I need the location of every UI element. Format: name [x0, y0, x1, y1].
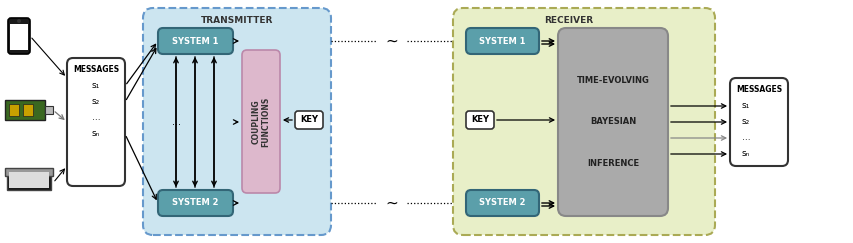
Text: ...: ... — [741, 133, 750, 142]
FancyBboxPatch shape — [142, 8, 331, 235]
Text: ...: ... — [172, 117, 182, 127]
Text: TRANSMITTER: TRANSMITTER — [200, 16, 273, 25]
Bar — [10, 24, 28, 50]
Text: KEY: KEY — [471, 115, 489, 124]
Bar — [23, 104, 33, 116]
Text: MESSAGES: MESSAGES — [735, 86, 781, 95]
Text: KEY: KEY — [299, 115, 317, 124]
Text: ...: ... — [91, 113, 100, 122]
Text: sₙ: sₙ — [92, 130, 100, 139]
FancyBboxPatch shape — [729, 78, 787, 166]
Text: SYSTEM 1: SYSTEM 1 — [172, 36, 218, 45]
FancyBboxPatch shape — [557, 28, 667, 216]
FancyBboxPatch shape — [158, 190, 233, 216]
FancyBboxPatch shape — [8, 18, 30, 54]
Text: MESSAGES: MESSAGES — [73, 66, 119, 75]
Text: s₁: s₁ — [92, 81, 100, 90]
Text: COUPLING
FUNCTIONS: COUPLING FUNCTIONS — [251, 96, 270, 147]
Bar — [9, 104, 19, 116]
Text: SYSTEM 2: SYSTEM 2 — [479, 199, 525, 208]
FancyBboxPatch shape — [466, 28, 538, 54]
Bar — [5, 100, 45, 120]
FancyBboxPatch shape — [466, 190, 538, 216]
Text: s₂: s₂ — [92, 97, 100, 106]
Text: BAYESIAN: BAYESIAN — [589, 118, 635, 127]
FancyBboxPatch shape — [158, 28, 233, 54]
FancyBboxPatch shape — [452, 8, 714, 235]
Bar — [9, 172, 49, 188]
Text: sₙ: sₙ — [741, 149, 750, 158]
Text: RECEIVER: RECEIVER — [544, 16, 593, 25]
Text: ~: ~ — [386, 34, 397, 49]
FancyBboxPatch shape — [294, 111, 322, 129]
Text: ~: ~ — [386, 196, 397, 210]
Text: s₁: s₁ — [741, 102, 750, 111]
FancyBboxPatch shape — [466, 111, 493, 129]
FancyBboxPatch shape — [67, 58, 125, 186]
Circle shape — [17, 19, 21, 23]
FancyBboxPatch shape — [241, 50, 280, 193]
Text: SYSTEM 1: SYSTEM 1 — [479, 36, 525, 45]
Bar — [7, 170, 51, 190]
Bar — [5, 168, 53, 176]
Text: s₂: s₂ — [741, 118, 750, 127]
Bar — [45, 106, 53, 114]
Text: INFERENCE: INFERENCE — [586, 159, 638, 168]
Text: SYSTEM 2: SYSTEM 2 — [172, 199, 218, 208]
Text: TIME-EVOLVING: TIME-EVOLVING — [576, 76, 648, 85]
